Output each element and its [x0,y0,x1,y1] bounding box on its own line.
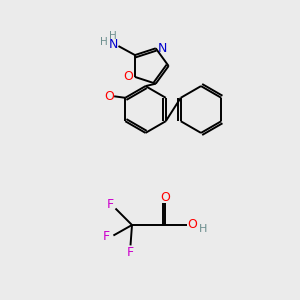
Text: O: O [160,191,170,204]
Text: N: N [108,38,118,51]
Text: N: N [158,42,167,55]
Text: O: O [104,90,114,103]
Text: H: H [100,37,107,47]
Text: F: F [103,230,110,243]
Text: O: O [187,218,197,232]
Text: F: F [127,245,134,259]
Text: O: O [123,70,133,83]
Text: H: H [199,224,207,234]
Text: F: F [106,198,114,212]
Text: H: H [109,31,117,41]
